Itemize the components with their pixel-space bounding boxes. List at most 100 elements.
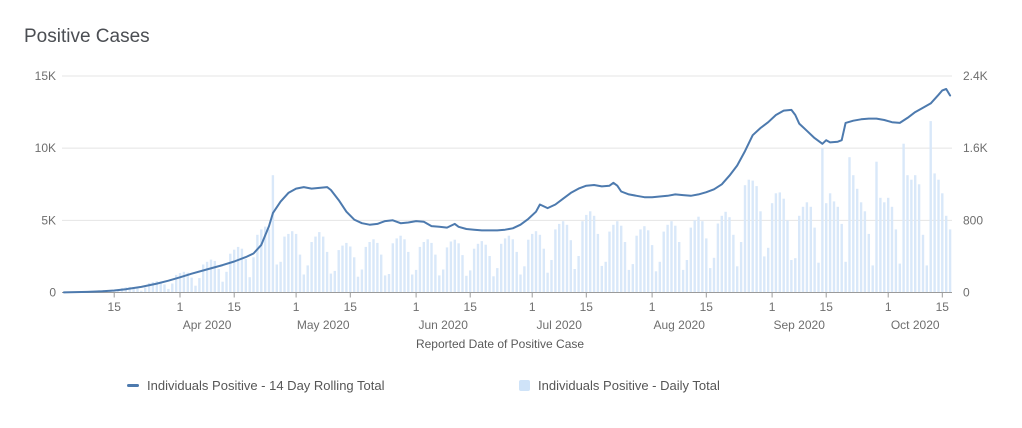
daily-total-bar: [948, 229, 952, 293]
daily-total-bar: [906, 175, 909, 293]
daily-total-bar: [147, 283, 151, 293]
daily-total-bar: [140, 290, 143, 293]
daily-total-bar: [159, 281, 162, 293]
daily-total-bar: [724, 211, 727, 293]
daily-total-bar: [701, 221, 704, 293]
daily-total-bar: [132, 287, 135, 293]
daily-total-bar: [515, 251, 518, 293]
daily-total-bar: [728, 217, 731, 293]
legend-item-rolling-total[interactable]: Individuals Positive - 14 Day Rolling To…: [127, 376, 385, 394]
daily-total-bar: [430, 242, 433, 293]
x-axis-title: Reported Date of Positive Case: [416, 337, 584, 351]
daily-total-bar: [890, 206, 894, 293]
y-axis-label-left: 5K: [41, 213, 56, 227]
daily-total-bar: [883, 202, 886, 293]
daily-total-bar: [937, 179, 940, 293]
daily-total-bar: [650, 245, 654, 293]
x-axis-tick-label: 1: [769, 300, 776, 314]
daily-total-bar: [449, 241, 453, 293]
x-axis-tick-label: 1: [885, 300, 892, 314]
legend-label: Individuals Positive - Daily Total: [538, 377, 720, 393]
daily-total-bar: [260, 229, 263, 293]
daily-total-bar: [558, 223, 561, 293]
x-axis-tick-label: 15: [108, 300, 122, 314]
daily-total-bar: [585, 214, 588, 293]
daily-total-bar: [267, 229, 271, 293]
daily-total-bar: [561, 221, 565, 293]
daily-total-bar: [209, 259, 213, 293]
daily-total-bar: [302, 274, 305, 293]
daily-total-bar: [403, 239, 406, 293]
daily-total-bar: [910, 179, 913, 293]
daily-total-bar: [569, 240, 572, 293]
daily-total-bar: [685, 260, 689, 293]
daily-total-bar: [809, 206, 812, 293]
daily-total-bar: [275, 264, 278, 293]
daily-total-bar: [538, 234, 542, 293]
daily-total-bar: [287, 233, 290, 293]
daily-total-bar: [411, 274, 414, 293]
daily-total-bar: [500, 243, 503, 293]
y-axis-label-right: 2.4K: [963, 69, 988, 83]
daily-total-bar: [635, 235, 638, 293]
daily-total-bar: [863, 211, 867, 293]
daily-total-bar: [383, 275, 387, 293]
daily-total-bar: [859, 202, 863, 293]
daily-total-bar: [186, 272, 189, 293]
daily-total-bar: [294, 233, 298, 293]
daily-total-bar: [248, 277, 251, 293]
daily-total-bar: [205, 261, 209, 293]
daily-total-bar: [364, 246, 367, 293]
daily-total-bar: [801, 206, 805, 293]
daily-total-bar: [666, 224, 669, 293]
daily-total-bar: [848, 157, 851, 293]
daily-total-bar: [461, 255, 464, 293]
daily-total-bar: [496, 268, 499, 293]
daily-total-bar: [240, 248, 244, 293]
daily-total-bar: [178, 273, 182, 293]
daily-total-bar: [291, 231, 294, 293]
daily-total-bar: [844, 261, 847, 293]
legend-item-daily-total[interactable]: Individuals Positive - Daily Total: [519, 376, 720, 394]
daily-total-bar: [310, 242, 313, 293]
daily-total-bar: [488, 256, 491, 293]
daily-total-bar: [813, 227, 816, 293]
daily-total-bar: [917, 184, 921, 293]
daily-total-bar: [643, 226, 646, 293]
daily-total-bar: [755, 186, 758, 293]
daily-total-bar: [759, 211, 762, 293]
daily-total-bar: [658, 261, 661, 293]
x-axis-month-label: Jun 2020: [419, 318, 469, 332]
daily-total-bar: [794, 258, 797, 293]
x-axis-tick-label: 15: [580, 300, 594, 314]
x-axis-month-label: Sep 2020: [774, 318, 826, 332]
daily-total-bar: [151, 282, 155, 293]
daily-total-bar: [306, 265, 309, 293]
daily-total-bar: [422, 242, 425, 293]
daily-total-bar: [442, 269, 445, 293]
daily-total-bar: [391, 243, 394, 293]
daily-total-bar: [573, 269, 576, 293]
daily-total-bar: [565, 224, 569, 293]
daily-total-bar: [318, 232, 321, 293]
daily-total-bar: [577, 256, 580, 293]
daily-total-bar: [264, 226, 267, 293]
daily-total-bar: [581, 221, 584, 293]
daily-total-bar: [236, 246, 240, 293]
daily-total-bar: [345, 242, 348, 293]
daily-total-bar: [941, 193, 944, 293]
daily-total-bar: [612, 224, 615, 293]
daily-total-bar: [674, 225, 677, 293]
daily-total-bar: [825, 203, 828, 293]
daily-total-bar: [697, 216, 700, 293]
daily-total-bar: [445, 247, 449, 293]
daily-total-bar: [542, 248, 545, 293]
daily-total-bar: [333, 270, 336, 293]
daily-total-bar: [712, 257, 716, 293]
daily-total-bar: [856, 188, 859, 293]
y-axis-label-right: 800: [963, 213, 983, 227]
daily-total-bar: [325, 251, 329, 293]
daily-total-bar: [898, 263, 901, 293]
y-axis-label-left: 0: [49, 286, 56, 300]
x-axis-tick-label: 15: [228, 300, 242, 314]
